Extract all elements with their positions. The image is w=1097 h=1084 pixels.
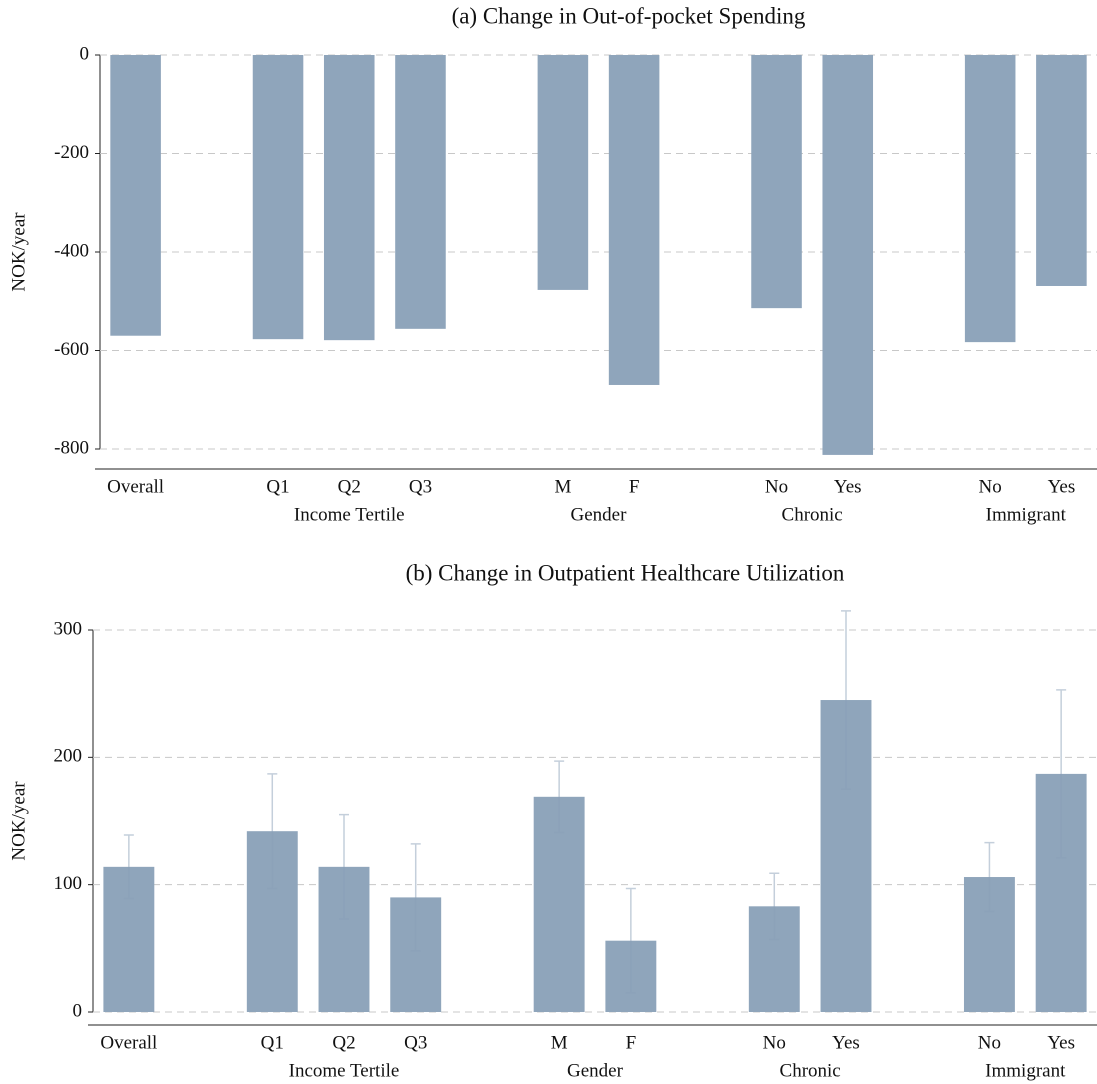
bar — [822, 55, 874, 455]
error-bar — [339, 813, 349, 920]
x-tick-label: Yes — [834, 476, 862, 497]
bar — [537, 55, 589, 290]
x-tick-label: M — [554, 476, 571, 497]
y-tick-label: 0 — [80, 43, 90, 64]
y-tick-label: 300 — [54, 618, 83, 639]
bar — [252, 55, 304, 340]
group-label: Income Tertile — [294, 504, 405, 525]
group-label: Immigrant — [985, 1060, 1066, 1081]
x-tick-label: F — [629, 476, 640, 497]
group-label: Income Tertile — [289, 1060, 400, 1081]
y-tick-label: -200 — [54, 142, 89, 163]
x-tick-label: Yes — [1047, 1032, 1075, 1053]
y-tick-label: -800 — [54, 437, 89, 458]
chart-title: (a) Change in Out-of-pocket Spending — [452, 3, 806, 28]
x-tick-label: M — [551, 1032, 568, 1053]
y-tick-label: 100 — [54, 873, 83, 894]
y-tick-label: 200 — [54, 746, 83, 767]
x-tick-label: No — [765, 476, 788, 497]
x-tick-label: Q2 — [332, 1032, 355, 1053]
y-tick-label: -600 — [54, 339, 89, 360]
error-bar — [625, 887, 636, 994]
bar — [964, 55, 1016, 343]
error-bar — [410, 843, 421, 952]
y-tick-label: -400 — [54, 240, 89, 261]
y-axis-label: NOK/year — [8, 212, 29, 292]
error-bar — [554, 760, 565, 834]
x-tick-label: No — [763, 1032, 786, 1053]
error-bar — [984, 841, 995, 913]
group-label: Immigrant — [986, 504, 1067, 525]
x-tick-label: Overall — [107, 476, 164, 497]
y-axis-label: NOK/year — [8, 781, 29, 861]
bar — [323, 55, 375, 341]
y-tick-label: 0 — [73, 1000, 83, 1021]
x-tick-label: No — [978, 1032, 1001, 1053]
bar — [751, 55, 802, 309]
group-label: Gender — [567, 1060, 624, 1081]
x-tick-label: No — [979, 476, 1002, 497]
x-tick-label: Q3 — [409, 476, 432, 497]
error-bar — [267, 773, 278, 890]
x-tick-label: Q1 — [261, 1032, 284, 1053]
bar — [608, 55, 660, 385]
x-tick-label: Q1 — [266, 476, 289, 497]
x-tick-label: Q2 — [338, 476, 361, 497]
bar — [110, 55, 161, 336]
group-label: Chronic — [782, 504, 843, 525]
error-bar — [841, 610, 851, 790]
x-tick-label: Overall — [100, 1032, 157, 1053]
error-bar — [1056, 689, 1067, 859]
x-tick-label: Yes — [832, 1032, 860, 1053]
x-tick-label: Yes — [1048, 476, 1076, 497]
bar — [395, 55, 446, 329]
group-label: Chronic — [780, 1060, 841, 1081]
x-tick-label: F — [626, 1032, 637, 1053]
error-bar — [769, 872, 780, 941]
error-bar — [123, 834, 134, 900]
chart-title: (b) Change in Outpatient Healthcare Util… — [406, 560, 845, 585]
bar — [1036, 55, 1087, 286]
group-label: Gender — [571, 504, 628, 525]
x-tick-label: Q3 — [404, 1032, 427, 1053]
